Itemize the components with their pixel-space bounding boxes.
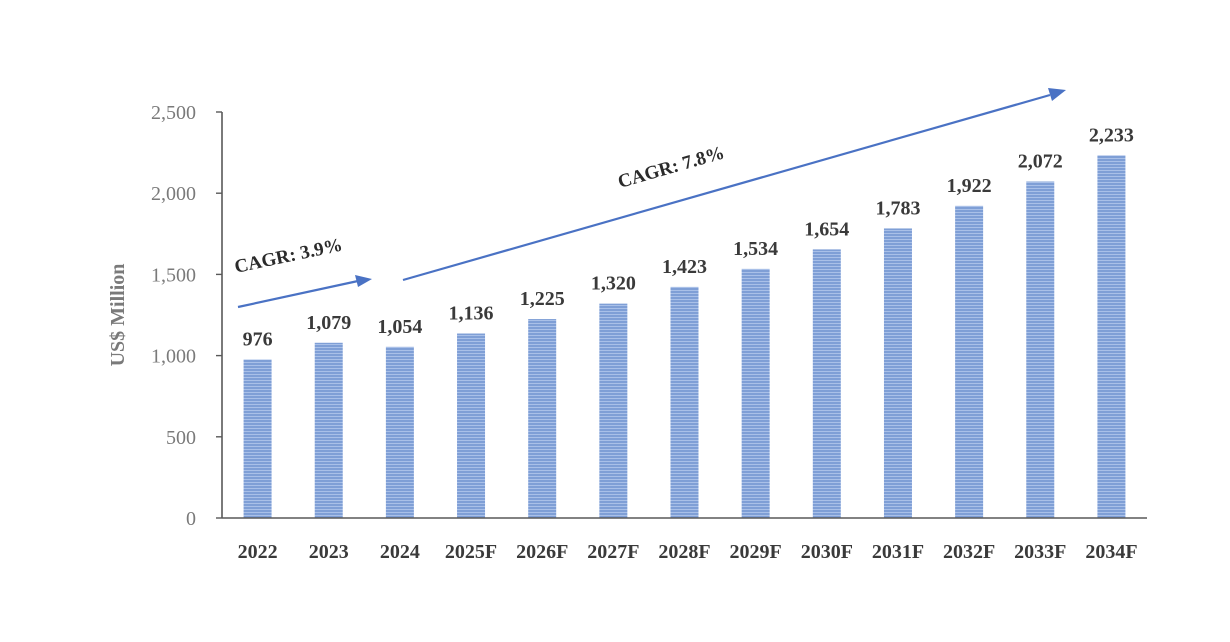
data-label-2032F: 1,922: [947, 175, 992, 197]
data-label-2030F: 1,654: [804, 218, 849, 240]
x-tick-label-2030F: 2030F: [801, 541, 853, 563]
bar-2028F: [670, 286, 699, 518]
x-tick-label-2032F: 2032F: [943, 541, 995, 563]
data-label-2026F: 1,225: [520, 288, 565, 310]
bar-2027F: [599, 303, 628, 518]
bar-2024: [385, 346, 414, 518]
data-label-2027F: 1,320: [591, 273, 636, 295]
y-axis-ticks: 0 500 1,000 1,500 2,000 2,500: [151, 102, 222, 530]
cagr-arrow-1: [237, 279, 359, 309]
x-tick-label-2024: 2024: [380, 541, 420, 563]
bar-2023: [314, 342, 343, 518]
y-tick-label: 2,500: [151, 102, 196, 124]
bar-2026F: [528, 319, 557, 518]
data-label-2033F: 2,072: [1018, 151, 1063, 173]
x-tick-label-2025F: 2025F: [445, 541, 497, 563]
cagr-arrow-2: [402, 93, 1051, 282]
cagr-arrowhead-2: [1048, 88, 1066, 101]
y-tick-label: 1,500: [151, 264, 196, 286]
bars-group: [243, 155, 1126, 519]
data-label-2023: 1,079: [306, 312, 351, 334]
bar-2031F: [883, 228, 912, 518]
x-axis-ticks: 2022 2023 2024 2025F 2026F 2027F 2028F 2029F 203…: [238, 541, 1138, 563]
x-tick-label-2027F: 2027F: [587, 541, 639, 563]
x-tick-label-2026F: 2026F: [516, 541, 568, 563]
cagr-label-2: CAGR: 7.8%: [616, 142, 727, 192]
cagr-arrowhead-1: [355, 275, 372, 287]
bar-2032F: [955, 205, 984, 519]
bar-2022: [243, 359, 272, 518]
x-tick-label-2031F: 2031F: [872, 541, 924, 563]
bar-2030F: [812, 249, 841, 519]
bar-2029F: [741, 268, 770, 518]
x-tick-label-2029F: 2029F: [730, 541, 782, 563]
y-tick-label: 0: [186, 508, 196, 530]
cagr-annotation-1: CAGR: 3.9%: [233, 235, 372, 309]
x-tick-label-2028F: 2028F: [658, 541, 710, 563]
y-axis-label: US$ Million: [107, 264, 129, 367]
data-label-2034F: 2,233: [1089, 124, 1134, 146]
y-tick-label: 500: [166, 427, 196, 449]
x-tick-label-2034F: 2034F: [1085, 541, 1137, 563]
data-label-2028F: 1,423: [662, 256, 707, 278]
data-labels-group: 976 1,079 1,054 1,136 1,225 1,320 1,423 1,534 1,…: [243, 124, 1134, 350]
data-label-2031F: 1,783: [875, 197, 920, 219]
cagr-label-1: CAGR: 3.9%: [233, 235, 345, 278]
y-tick-label: 1,000: [151, 346, 196, 368]
bar-2025F: [457, 333, 486, 518]
data-label-2024: 1,054: [377, 316, 422, 338]
x-tick-label-2033F: 2033F: [1014, 541, 1066, 563]
x-tick-label-2023: 2023: [309, 541, 349, 563]
data-label-2029F: 1,534: [733, 238, 778, 260]
data-label-2025F: 1,136: [449, 303, 494, 325]
bar-2033F: [1026, 181, 1055, 518]
data-label-2022: 976: [243, 328, 273, 350]
bar-2034F: [1097, 155, 1126, 519]
x-tick-label-2022: 2022: [238, 541, 278, 563]
y-tick-label: 2,000: [151, 183, 196, 205]
